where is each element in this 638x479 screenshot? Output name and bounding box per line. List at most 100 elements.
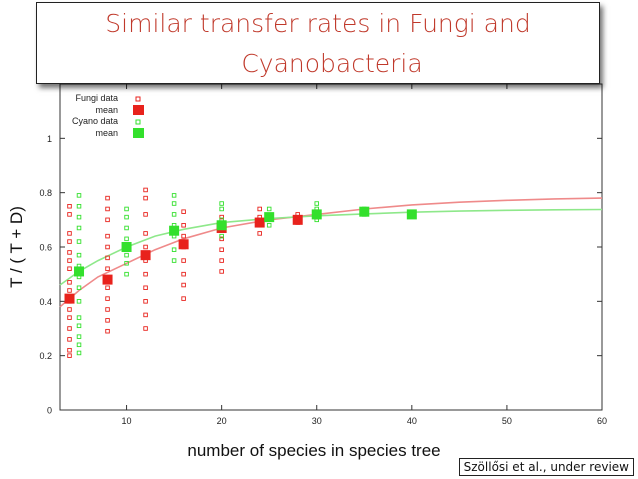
cyano-data-point	[219, 201, 224, 206]
cyano-data-point	[171, 193, 177, 198]
fungi-mean-marker	[64, 293, 75, 304]
cyano-data-point	[219, 233, 224, 239]
cyano-mean-marker	[169, 225, 180, 236]
cyano-data-point	[76, 239, 82, 244]
x-tick-label: 50	[502, 416, 512, 426]
cyano-data-point	[171, 247, 177, 252]
fungi-data-point	[67, 280, 72, 285]
fungi-data-point	[181, 223, 186, 228]
fungi-mean-marker	[178, 239, 189, 250]
cyano-data-point	[124, 271, 129, 277]
cyano-data-point	[171, 212, 177, 217]
fungi-data-point	[67, 266, 72, 271]
slide-title-line-1: Similar transfer rates in Fungi and	[105, 9, 531, 38]
fungi-data-point	[143, 231, 148, 236]
cyano-data-point	[124, 206, 129, 212]
fungi-data-point	[67, 212, 72, 217]
fungi-data-point	[219, 269, 224, 274]
fungi-data-point	[67, 288, 72, 293]
y-tick-label: 0.6	[39, 243, 52, 253]
cyano-data-point	[124, 252, 129, 258]
legend-fungi-mean-label: mean	[95, 105, 118, 115]
cyano-data-point	[266, 206, 272, 212]
fungi-data-point	[181, 233, 186, 239]
cyano-mean-marker	[264, 212, 275, 223]
fungi-data-point	[67, 239, 72, 244]
x-tick-label: 10	[122, 416, 132, 426]
fungi-data-point	[105, 233, 110, 239]
x-tick-label: 30	[312, 416, 322, 426]
fungi-data-point	[105, 328, 110, 334]
fungi-data-point	[67, 203, 72, 209]
fungi-data-point	[143, 195, 148, 201]
legend-cyano-mean-marker	[133, 128, 144, 138]
fungi-data-point	[181, 271, 186, 277]
cyano-mean-marker	[216, 220, 227, 231]
fungi-data-point	[181, 258, 186, 263]
fungi-mean-marker	[140, 250, 151, 261]
cyano-data-point	[266, 223, 272, 228]
legend-fungi-mean-marker	[133, 105, 144, 115]
legend-cyano-data-label: Cyano data	[72, 116, 118, 126]
fungi-data-point	[105, 195, 110, 201]
fungi-data-point	[67, 337, 72, 342]
cyano-data-point	[124, 225, 129, 231]
y-tick-label: 1	[47, 134, 52, 144]
x-tick-label: 60	[597, 416, 607, 426]
y-tick-label: 0	[47, 406, 52, 416]
cyano-data-point	[76, 285, 82, 291]
fungi-data-point	[105, 318, 110, 323]
cyano-data-point	[76, 334, 82, 339]
fungi-data-point	[181, 209, 186, 214]
fungi-data-point	[143, 244, 148, 250]
fungi-data-point	[67, 307, 72, 312]
slide-title-line-2: Cyanobacteria	[241, 49, 423, 78]
cyano-mean-marker	[311, 209, 322, 220]
fungi-data-point	[105, 296, 110, 301]
fungi-data-point	[67, 315, 72, 320]
cyano-data-point	[314, 201, 319, 206]
fungi-data-point	[219, 236, 224, 242]
fungi-mean-marker	[292, 214, 303, 225]
fungi-data-point	[105, 255, 110, 261]
fungi-data-point	[181, 282, 186, 288]
cyano-data-point	[219, 206, 224, 212]
fungi-data-point	[219, 258, 224, 263]
cyano-data-point	[124, 236, 129, 242]
legend: Fungi data mean Cyano data mean	[72, 93, 144, 138]
fungi-data-point	[67, 250, 72, 255]
cyano-mean-marker	[121, 242, 132, 252]
y-tick-label: 0.8	[39, 188, 52, 198]
legend-fungi-data-label: Fungi data	[75, 93, 118, 103]
y-tick-label: 0.4	[39, 297, 52, 307]
fungi-data-point	[143, 271, 148, 277]
fungi-data-point	[67, 347, 72, 353]
cyano-data-point	[76, 350, 82, 356]
fungi-data-point	[67, 231, 72, 236]
cyano-mean-marker	[406, 209, 417, 220]
cyano-data-point	[76, 203, 82, 209]
fungi-mean-marker	[102, 274, 113, 285]
title-box: Similar transfer rates in Fungi and Cyan…	[36, 2, 600, 84]
legend-cyano-data-marker	[135, 119, 141, 125]
legend-cyano-mean-label: mean	[95, 128, 118, 138]
cyano-data-point	[124, 214, 129, 220]
fungi-data-point	[257, 206, 262, 212]
fungi-data-point	[143, 212, 148, 217]
fungi-data-point	[67, 258, 72, 263]
fungi-data-point	[105, 244, 110, 250]
cyano-data-point	[171, 258, 177, 263]
cyano-data-point	[76, 342, 82, 348]
fungi-data-point	[143, 299, 148, 304]
fungi-data-point	[67, 326, 72, 331]
cyano-data-point	[76, 315, 82, 320]
y-tick-label: 0.2	[39, 351, 52, 361]
fungi-data-point	[105, 217, 110, 223]
x-tick-label: 40	[407, 416, 417, 426]
fungi-data-point	[181, 296, 186, 301]
cyano-mean-marker	[74, 266, 85, 277]
y-axis-label: T / ( T + D)	[7, 206, 26, 288]
cyano-data-point	[76, 252, 82, 258]
citation: Szöllősi et al., under review	[458, 458, 634, 476]
